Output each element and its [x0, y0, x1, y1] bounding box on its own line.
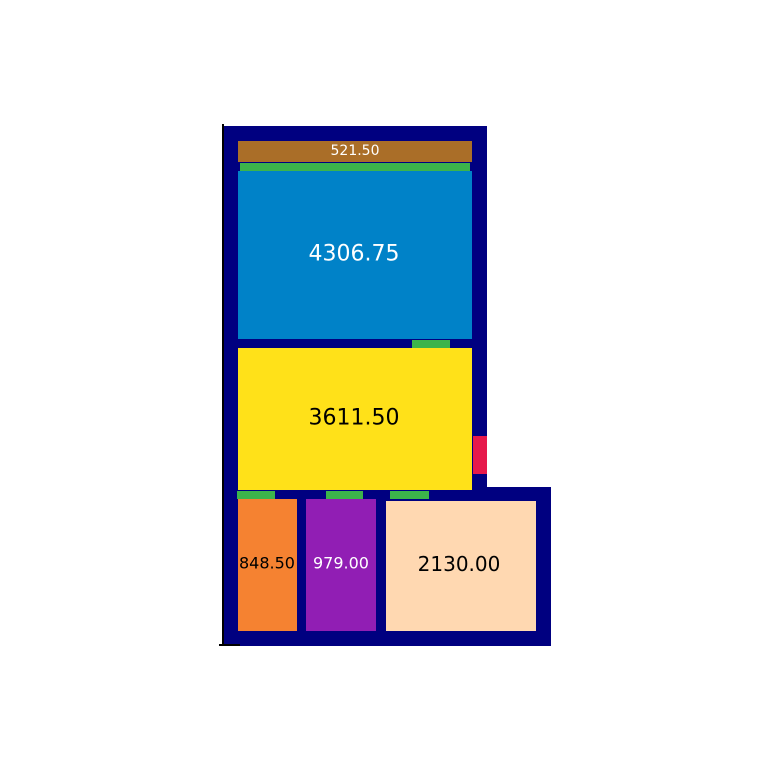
window-right [473, 436, 487, 474]
room-label-top-strip: 521.50 [331, 143, 380, 159]
room-label-purple: 979.00 [313, 554, 369, 573]
doors [237, 163, 470, 499]
door-yellow-to-orange [237, 491, 275, 499]
room-top-strip [238, 141, 472, 162]
room-yellow [238, 348, 472, 490]
room-purple [306, 499, 376, 631]
door-blue-to-yellow [412, 340, 450, 348]
door-yellow-to-purple [326, 491, 363, 499]
room-label-yellow: 3611.50 [309, 406, 400, 431]
door-yellow-to-peach [390, 491, 429, 499]
room-large-blue [238, 171, 472, 339]
room-labels: 521.50 4306.75 3611.50 848.50 979.00 213… [239, 143, 500, 576]
room-label-orange: 848.50 [239, 554, 295, 573]
room-label-peach: 2130.00 [418, 552, 501, 576]
door-strip-to-blue [240, 163, 470, 171]
room-orange [238, 499, 297, 631]
room-label-large-blue: 4306.75 [309, 242, 400, 267]
rooms [238, 141, 536, 631]
room-peach [386, 501, 536, 631]
